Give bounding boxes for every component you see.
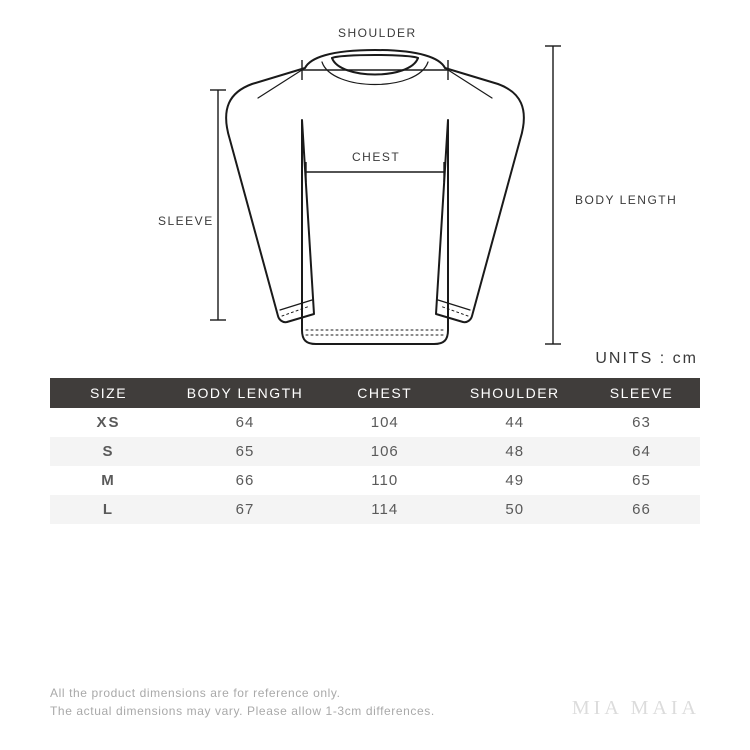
- table-cell: 104: [323, 408, 447, 437]
- table-cell: 114: [323, 495, 447, 524]
- table-header-cell: SLEEVE: [583, 378, 700, 408]
- table-cell: 66: [583, 495, 700, 524]
- units-text: UNITS : cm: [595, 350, 698, 368]
- table-head: SIZEBODY LENGTHCHESTSHOULDERSLEEVE: [50, 378, 700, 408]
- table-cell: 63: [583, 408, 700, 437]
- table-cell: 64: [167, 408, 323, 437]
- table-row: XS641044463: [50, 408, 700, 437]
- table-row: S651064864: [50, 437, 700, 466]
- table-row: M661104965: [50, 466, 700, 495]
- label-chest: CHEST: [352, 150, 400, 164]
- table-header-cell: BODY LENGTH: [167, 378, 323, 408]
- brand-logo: MIA MAIA: [572, 697, 700, 720]
- shirt-svg: [0, 0, 750, 360]
- table-cell: 48: [447, 437, 584, 466]
- table-row: L671145066: [50, 495, 700, 524]
- footer: All the product dimensions are for refer…: [50, 684, 700, 720]
- table-cell: 64: [583, 437, 700, 466]
- table-cell: 50: [447, 495, 584, 524]
- table-cell: 65: [583, 466, 700, 495]
- size-chart-table: SIZEBODY LENGTHCHESTSHOULDERSLEEVE XS641…: [50, 378, 700, 524]
- table-cell: 49: [447, 466, 584, 495]
- table-cell: 44: [447, 408, 584, 437]
- table-header-row: SIZEBODY LENGTHCHESTSHOULDERSLEEVE: [50, 378, 700, 408]
- table-cell: 106: [323, 437, 447, 466]
- table-cell: 65: [167, 437, 323, 466]
- label-sleeve: SLEEVE: [158, 214, 214, 228]
- label-shoulder: SHOULDER: [338, 26, 417, 40]
- table-body: XS641044463S651064864M661104965L67114506…: [50, 408, 700, 524]
- table-cell: 110: [323, 466, 447, 495]
- garment-diagram: SHOULDER CHEST SLEEVE BODY LENGTH: [0, 0, 750, 360]
- table-header-cell: SHOULDER: [447, 378, 584, 408]
- table-cell: M: [50, 466, 167, 495]
- table-cell: XS: [50, 408, 167, 437]
- table-header-cell: CHEST: [323, 378, 447, 408]
- table-cell: S: [50, 437, 167, 466]
- label-body-length: BODY LENGTH: [575, 193, 677, 207]
- table-header-cell: SIZE: [50, 378, 167, 408]
- table-cell: L: [50, 495, 167, 524]
- table-cell: 67: [167, 495, 323, 524]
- table-cell: 66: [167, 466, 323, 495]
